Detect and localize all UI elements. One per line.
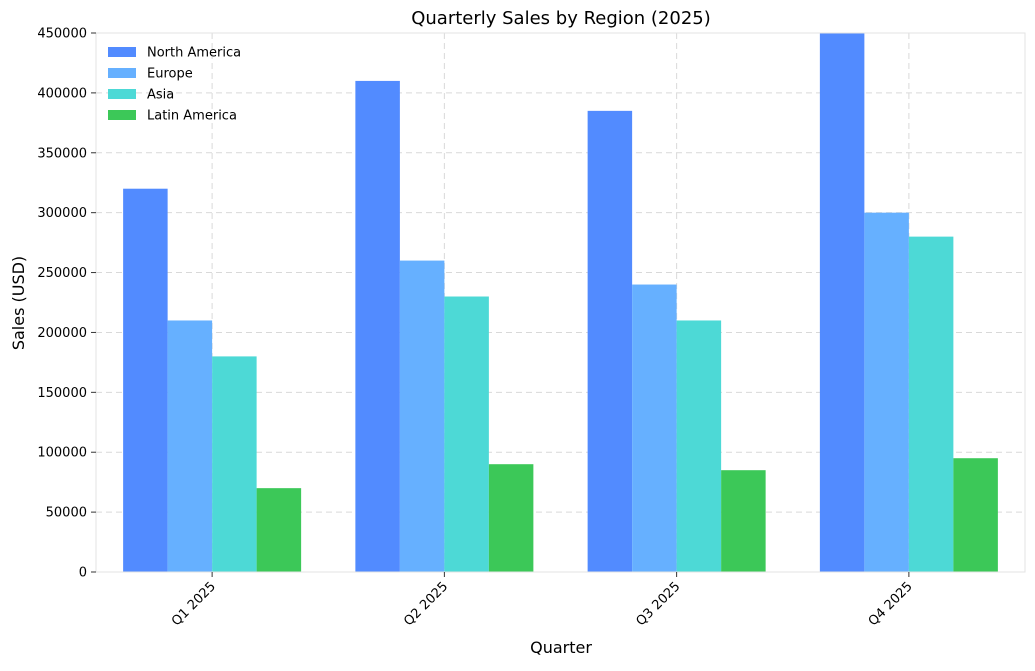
legend-swatch-0 — [108, 47, 136, 57]
y-axis: 0 50000 100000 150000 200000 250000 300000 3500… — [37, 27, 96, 581]
legend-swatch-1 — [108, 68, 136, 78]
legend-label-0: North America — [147, 46, 241, 61]
y-tick-label-8: 400000 — [37, 86, 87, 101]
y-tick-label-6: 300000 — [37, 206, 87, 221]
bar-north-america-2 — [587, 110, 633, 572]
bar-europe-0 — [167, 320, 213, 572]
y-tick-label-4: 200000 — [37, 326, 87, 341]
bar-asia-3 — [908, 236, 954, 572]
y-tick-label-7: 350000 — [37, 146, 87, 161]
bar-europe-2 — [632, 284, 677, 572]
legend-label-2: Asia — [147, 88, 174, 103]
plot-frame — [95, 32, 1026, 573]
x-axis-title: Quarter — [530, 638, 592, 657]
bar-europe-3 — [864, 212, 909, 572]
x-axis: Q1 2025 Q2 2025 Q3 2025 Q4 2025 — [169, 572, 916, 629]
x-tick-label-3: Q4 2025 — [866, 579, 916, 629]
bars — [123, 33, 998, 573]
legend: North America Europe Asia Latin America — [108, 46, 241, 124]
bar-latin-america-1 — [488, 464, 534, 572]
bar-asia-0 — [212, 356, 257, 572]
x-tick-label-0: Q1 2025 — [169, 579, 219, 629]
legend-label-1: Europe — [147, 67, 193, 82]
y-tick-label-5: 250000 — [37, 266, 87, 281]
bar-latin-america-2 — [721, 470, 766, 572]
y-tick-label-0: 0 — [79, 566, 87, 581]
bar-asia-1 — [444, 296, 489, 572]
x-tick-label-1: Q2 2025 — [401, 579, 451, 629]
legend-swatch-2 — [108, 89, 136, 99]
bar-europe-1 — [399, 260, 445, 572]
y-tick-label-1: 50000 — [46, 506, 87, 521]
bar-latin-america-3 — [953, 458, 998, 572]
bar-asia-2 — [676, 320, 722, 572]
y-tick-label-3: 150000 — [37, 386, 87, 401]
bar-north-america-3 — [819, 33, 865, 572]
bar-latin-america-0 — [256, 488, 302, 572]
legend-swatch-3 — [108, 110, 136, 120]
y-tick-label-9: 450000 — [37, 27, 87, 42]
bar-north-america-1 — [355, 80, 400, 573]
y-tick-label-2: 100000 — [37, 446, 87, 461]
y-axis-title: Sales (USD) — [9, 256, 28, 350]
chart-title: Quarterly Sales by Region (2025) — [411, 8, 711, 29]
x-tick-label-2: Q3 2025 — [633, 579, 683, 629]
legend-label-3: Latin America — [147, 109, 237, 124]
bar-north-america-0 — [123, 188, 168, 572]
